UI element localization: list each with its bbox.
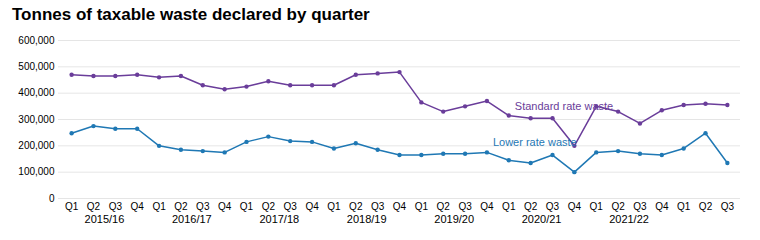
svg-text:Q1: Q1 (590, 201, 604, 212)
svg-text:2020/21: 2020/21 (522, 213, 562, 225)
svg-text:Q3: Q3 (371, 201, 385, 212)
svg-text:Q3: Q3 (109, 201, 123, 212)
svg-text:Q3: Q3 (196, 201, 210, 212)
svg-text:Q2: Q2 (524, 201, 538, 212)
svg-text:Q1: Q1 (327, 201, 341, 212)
svg-text:Q1: Q1 (502, 201, 516, 212)
svg-text:Q2: Q2 (437, 201, 451, 212)
svg-text:Lower rate waste: Lower rate waste (493, 136, 577, 148)
svg-text:500,000: 500,000 (18, 61, 55, 72)
svg-text:Q1: Q1 (240, 201, 254, 212)
svg-text:Q4: Q4 (218, 201, 232, 212)
svg-text:Q2: Q2 (174, 201, 188, 212)
svg-text:Q2: Q2 (699, 201, 713, 212)
svg-text:Q4: Q4 (131, 201, 145, 212)
html-text:Tonnes of taxable waste declar: Tonnes of taxable waste declared by quar… (12, 5, 370, 24)
svg-text:2015/16: 2015/16 (85, 213, 125, 225)
svg-text:Q4: Q4 (568, 201, 582, 212)
svg-text:2016/17: 2016/17 (172, 213, 212, 225)
svg-text:Q1: Q1 (677, 201, 691, 212)
svg-text:Q2: Q2 (349, 201, 363, 212)
svg-text:Q2: Q2 (87, 201, 101, 212)
svg-text:Q1: Q1 (415, 201, 429, 212)
svg-text:Q3: Q3 (546, 201, 560, 212)
svg-text:Q2: Q2 (262, 201, 276, 212)
svg-text:Q3: Q3 (284, 201, 298, 212)
svg-text:Q4: Q4 (655, 201, 669, 212)
svg-text:2017/18: 2017/18 (259, 213, 299, 225)
svg-text:Q4: Q4 (305, 201, 319, 212)
svg-text:Q3: Q3 (458, 201, 472, 212)
svg-text:0: 0 (49, 193, 55, 204)
svg-text:300,000: 300,000 (18, 114, 55, 125)
svg-text:Q3: Q3 (633, 201, 647, 212)
svg-text:2021/22: 2021/22 (609, 213, 649, 225)
svg-text:Q1: Q1 (152, 201, 166, 212)
svg-text:2019/20: 2019/20 (434, 213, 474, 225)
svg-text:Q3: Q3 (721, 201, 735, 212)
svg-text:100,000: 100,000 (18, 166, 55, 177)
svg-text:400,000: 400,000 (18, 87, 55, 98)
svg-text:600,000: 600,000 (18, 35, 55, 46)
svg-text:Q1: Q1 (65, 201, 79, 212)
svg-text:200,000: 200,000 (18, 140, 55, 151)
svg-text:2018/19: 2018/19 (347, 213, 387, 225)
svg-text:Q4: Q4 (393, 201, 407, 212)
svg-text:Q4: Q4 (480, 201, 494, 212)
svg-text:Standard rate waste: Standard rate waste (515, 100, 613, 112)
svg-text:Q2: Q2 (611, 201, 625, 212)
